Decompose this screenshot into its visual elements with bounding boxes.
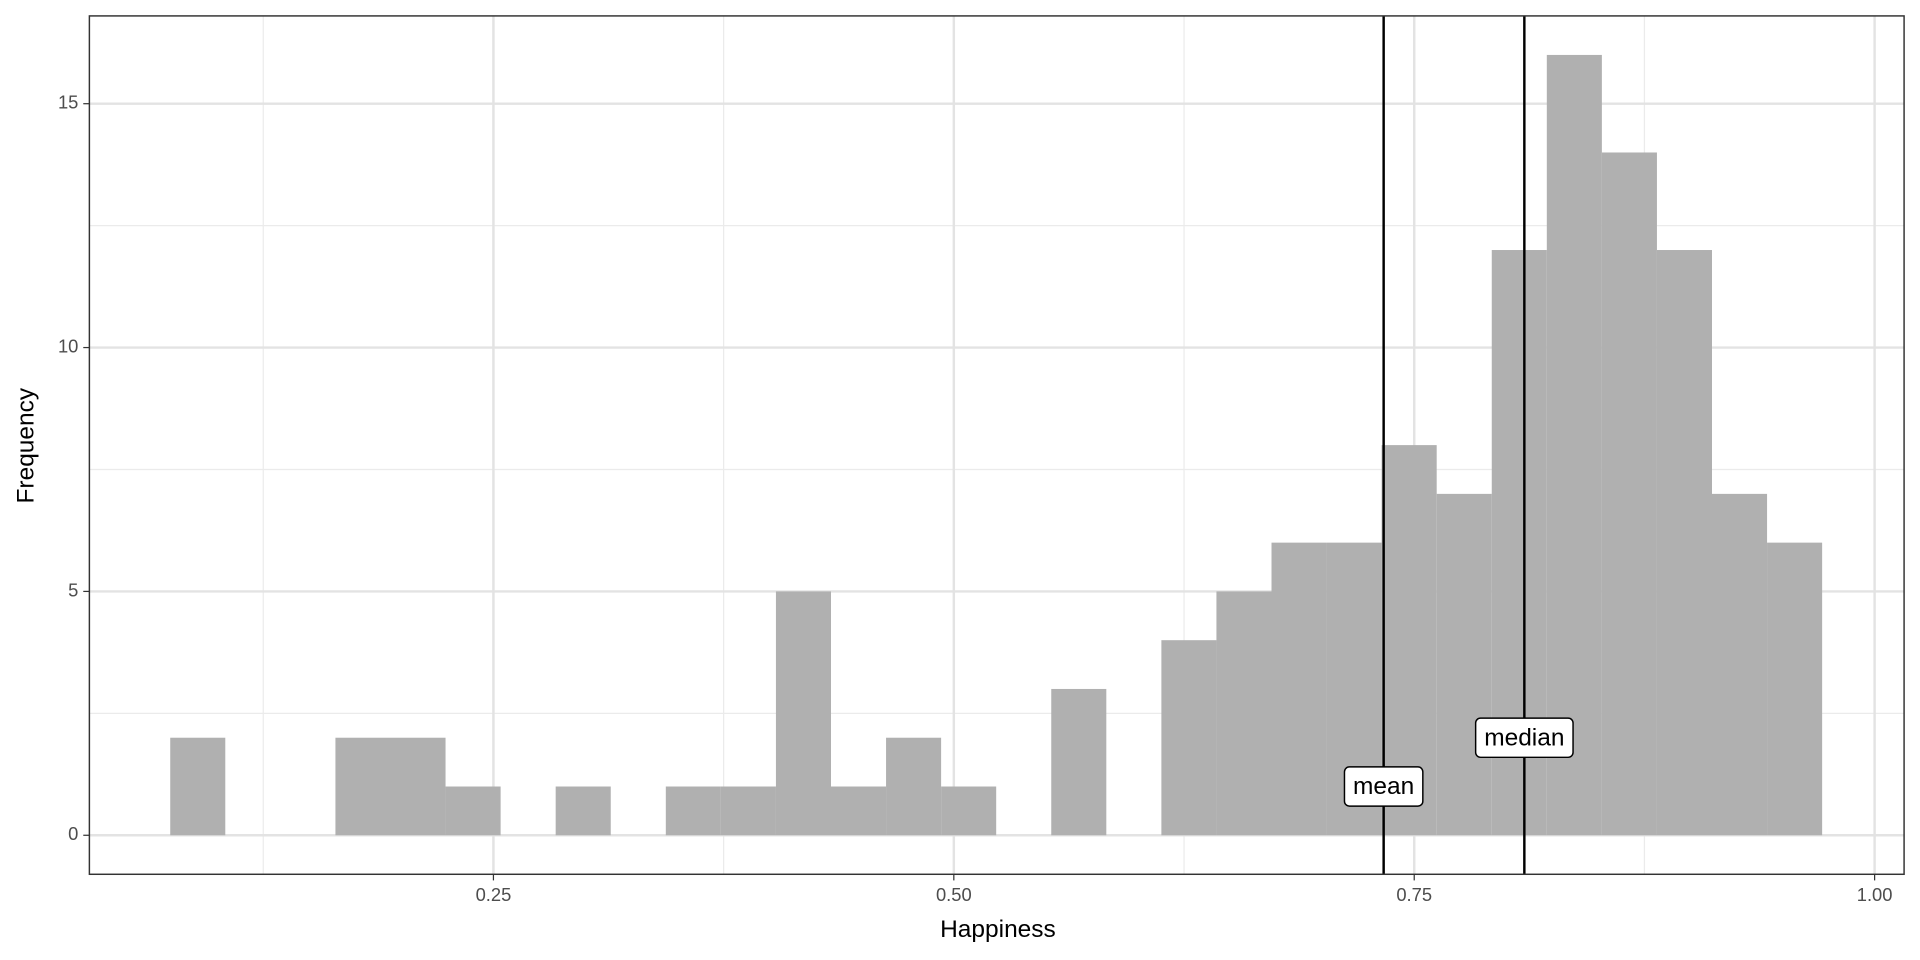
bar <box>555 786 611 836</box>
bar <box>1216 591 1272 836</box>
bar <box>1161 640 1217 836</box>
bar <box>1767 542 1823 836</box>
bar <box>1601 152 1657 836</box>
bar <box>775 591 831 836</box>
y-axis-label: Frequency <box>12 387 39 503</box>
y-tick-label: 0 <box>68 823 78 844</box>
y-tick-label: 5 <box>68 579 78 600</box>
panel-border <box>88 15 1905 876</box>
label-box <box>1343 766 1424 807</box>
bar <box>720 786 776 836</box>
bar <box>1712 493 1768 836</box>
bar <box>1546 54 1602 836</box>
bar <box>335 737 391 836</box>
bar <box>1656 250 1713 836</box>
label-box <box>1474 717 1574 759</box>
bar <box>1271 542 1327 836</box>
bar <box>830 786 887 836</box>
bar <box>390 737 446 836</box>
y-tick-label: 10 <box>58 335 78 356</box>
x-tick-label: 0.50 <box>936 884 972 905</box>
bar <box>170 737 226 836</box>
bar <box>1051 688 1107 836</box>
bar <box>886 737 942 836</box>
x-axis-label: Happiness <box>940 916 1056 943</box>
x-tick-label: 0.25 <box>476 884 512 905</box>
bar <box>445 786 501 836</box>
y-tick-label: 15 <box>58 92 78 113</box>
x-tick-label: 1.00 <box>1857 884 1893 905</box>
reference-label: median <box>1484 724 1564 751</box>
bar <box>665 786 721 836</box>
bar <box>941 786 997 836</box>
reference-label: mean <box>1353 773 1414 800</box>
x-tick-label: 0.75 <box>1396 884 1432 905</box>
bar <box>1436 493 1492 836</box>
